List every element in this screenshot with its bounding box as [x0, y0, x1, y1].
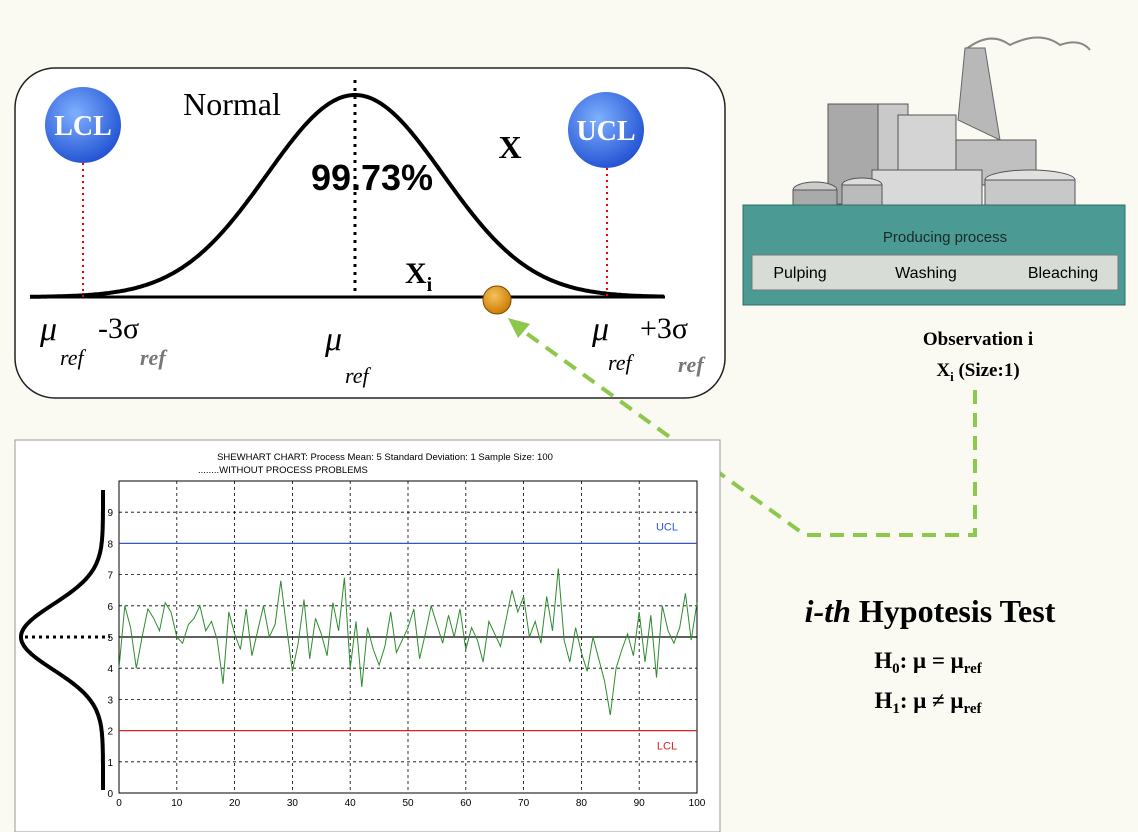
chart-title: SHEWHART CHART: Process Mean: 5 Standard…	[217, 452, 553, 463]
left-mu: μ	[39, 311, 57, 348]
factory-step: Pulping	[773, 265, 826, 282]
observation-point	[483, 286, 511, 314]
y-tick-label: 7	[107, 571, 113, 582]
left-sigma: -3σ	[98, 312, 139, 345]
ucl-label: UCL	[576, 116, 635, 147]
lcl-label: LCL	[54, 111, 112, 142]
y-tick-label: 6	[107, 602, 113, 613]
factory-step: Bleaching	[1028, 265, 1098, 282]
left-sigma-ref: ref	[140, 345, 168, 370]
h1-text: : μ ≠ μ	[900, 688, 964, 713]
h1: H1: μ ≠ μref	[874, 688, 982, 717]
y-tick-label: 3	[107, 695, 113, 706]
right-ref: ref	[608, 350, 635, 375]
h0-sub2: ref	[964, 661, 983, 677]
x-tick-label: 50	[402, 798, 414, 809]
h0-sub: 0	[892, 661, 900, 677]
y-tick-label: 1	[107, 758, 113, 769]
y-tick-label: 5	[107, 633, 113, 644]
h1-sub: 1	[892, 701, 900, 717]
h0: H0: μ = μref	[874, 648, 983, 677]
x-tick-label: 10	[171, 798, 183, 809]
x-tick-label: 30	[287, 798, 299, 809]
h1-sub2: ref	[963, 701, 982, 717]
h1-symbol: H	[874, 688, 892, 713]
right-sigma-ref: ref	[678, 352, 706, 377]
xi-sub: i	[427, 274, 433, 296]
x-tick-label: 40	[345, 798, 357, 809]
hypothesis-title-italic: i-th	[805, 593, 851, 629]
h0-symbol: H	[874, 648, 892, 673]
lcl-label: LCL	[657, 741, 677, 753]
center-ref: ref	[345, 363, 372, 388]
ucl-label: UCL	[656, 521, 678, 533]
hypothesis-title-text: Hypotesis Test	[851, 593, 1056, 629]
slide: LCL UCL Normal 99.73% X Xi μ ref -3σ ref…	[0, 0, 1138, 832]
hypothesis-title: i-th Hypotesis Test	[805, 593, 1056, 629]
x-tick-label: 0	[116, 798, 122, 809]
slide-canvas: LCL UCL Normal 99.73% X Xi μ ref -3σ ref…	[0, 0, 1138, 832]
xi-symbol: X	[405, 257, 427, 290]
x-tick-label: 20	[229, 798, 241, 809]
x-tick-label: 90	[634, 798, 646, 809]
h0-text: : μ = μ	[900, 648, 964, 673]
observation-symbol: X	[936, 360, 950, 381]
right-sigma: +3σ	[640, 312, 688, 345]
left-ref: ref	[60, 345, 87, 370]
center-mu: μ	[324, 321, 342, 358]
x-tick-label: 70	[518, 798, 530, 809]
y-tick-label: 2	[107, 727, 113, 738]
right-mu: μ	[591, 311, 609, 348]
observation-size-text: (Size:1)	[954, 360, 1020, 381]
y-tick-label: 9	[107, 508, 113, 519]
x-tick-label: 100	[689, 798, 706, 809]
percent-label: 99.73%	[311, 157, 433, 198]
x-tick-label: 60	[460, 798, 472, 809]
x-tick-label: 80	[576, 798, 588, 809]
y-tick-label: 4	[107, 664, 113, 675]
x-label: X	[498, 129, 521, 165]
factory-title: Producing process	[883, 229, 1007, 246]
chart-subtitle: ........WITHOUT PROCESS PROBLEMS	[198, 465, 368, 476]
y-tick-label: 0	[107, 789, 113, 800]
y-tick-label: 8	[107, 539, 113, 550]
observation-title: Observation i	[923, 329, 1033, 350]
normal-label: Normal	[183, 86, 281, 122]
factory-step: Washing	[895, 265, 957, 282]
observation-size: Xi (Size:1)	[936, 360, 1019, 384]
